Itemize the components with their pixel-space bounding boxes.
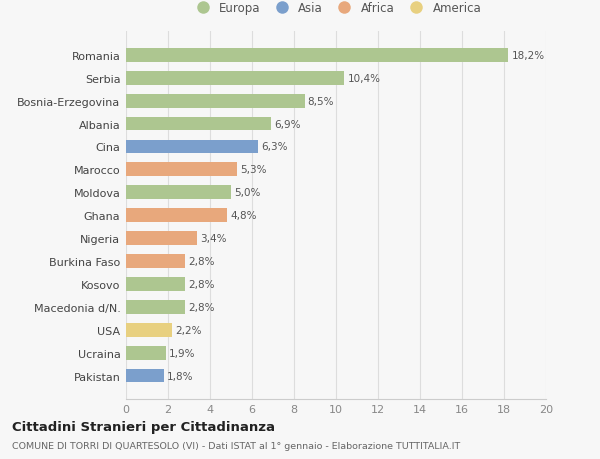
Bar: [126, 118, 271, 131]
Text: 2,8%: 2,8%: [188, 302, 214, 312]
Text: Cittadini Stranieri per Cittadinanza: Cittadini Stranieri per Cittadinanza: [12, 420, 275, 433]
Bar: [126, 255, 185, 269]
Bar: [126, 369, 164, 383]
Text: 5,3%: 5,3%: [241, 165, 267, 175]
Text: 2,8%: 2,8%: [188, 280, 214, 289]
Bar: [126, 323, 172, 337]
Bar: [126, 346, 166, 360]
Text: 5,0%: 5,0%: [234, 188, 260, 198]
Text: 8,5%: 8,5%: [308, 96, 334, 106]
Text: 6,3%: 6,3%: [262, 142, 288, 152]
Bar: [126, 300, 185, 314]
Text: COMUNE DI TORRI DI QUARTESOLO (VI) - Dati ISTAT al 1° gennaio - Elaborazione TUT: COMUNE DI TORRI DI QUARTESOLO (VI) - Dat…: [12, 441, 460, 450]
Bar: [126, 232, 197, 246]
Text: 2,2%: 2,2%: [175, 325, 202, 335]
Bar: [126, 209, 227, 223]
Bar: [126, 49, 508, 62]
Bar: [126, 186, 231, 200]
Bar: [126, 95, 305, 108]
Bar: [126, 140, 258, 154]
Text: 6,9%: 6,9%: [274, 119, 301, 129]
Text: 1,9%: 1,9%: [169, 348, 196, 358]
Text: 4,8%: 4,8%: [230, 211, 256, 221]
Text: 1,8%: 1,8%: [167, 371, 193, 381]
Bar: [126, 163, 238, 177]
Bar: [126, 72, 344, 85]
Legend: Europa, Asia, Africa, America: Europa, Asia, Africa, America: [187, 0, 485, 19]
Text: 10,4%: 10,4%: [347, 73, 380, 84]
Text: 2,8%: 2,8%: [188, 257, 214, 266]
Bar: [126, 277, 185, 291]
Text: 3,4%: 3,4%: [200, 234, 227, 244]
Text: 18,2%: 18,2%: [511, 50, 544, 61]
